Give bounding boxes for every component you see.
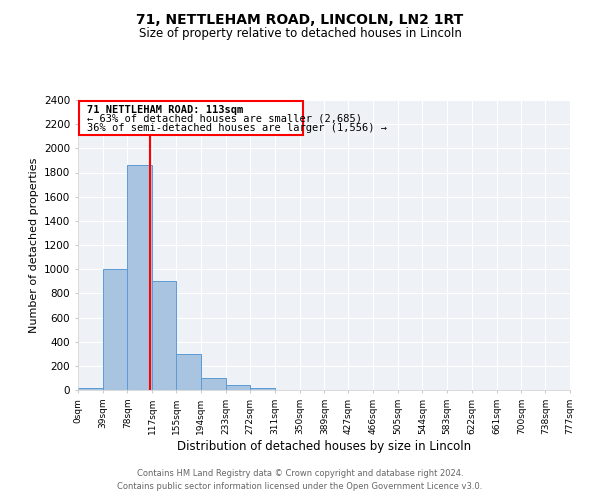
Text: Size of property relative to detached houses in Lincoln: Size of property relative to detached ho… bbox=[139, 28, 461, 40]
Bar bbox=[201, 378, 226, 390]
Bar bbox=[78, 388, 103, 390]
Text: ← 63% of detached houses are smaller (2,685): ← 63% of detached houses are smaller (2,… bbox=[87, 114, 362, 124]
Bar bbox=[103, 269, 127, 390]
Bar bbox=[152, 281, 176, 390]
X-axis label: Distribution of detached houses by size in Lincoln: Distribution of detached houses by size … bbox=[177, 440, 471, 452]
Text: 71 NETTLEHAM ROAD: 113sqm: 71 NETTLEHAM ROAD: 113sqm bbox=[87, 105, 243, 115]
Y-axis label: Number of detached properties: Number of detached properties bbox=[29, 158, 38, 332]
Bar bbox=[250, 388, 275, 390]
Bar bbox=[176, 354, 201, 390]
Text: Contains public sector information licensed under the Open Government Licence v3: Contains public sector information licen… bbox=[118, 482, 482, 491]
FancyBboxPatch shape bbox=[79, 100, 303, 135]
Bar bbox=[127, 165, 152, 390]
Text: 71, NETTLEHAM ROAD, LINCOLN, LN2 1RT: 71, NETTLEHAM ROAD, LINCOLN, LN2 1RT bbox=[136, 12, 464, 26]
Text: 36% of semi-detached houses are larger (1,556) →: 36% of semi-detached houses are larger (… bbox=[87, 123, 387, 133]
Text: Contains HM Land Registry data © Crown copyright and database right 2024.: Contains HM Land Registry data © Crown c… bbox=[137, 468, 463, 477]
Bar bbox=[226, 385, 250, 390]
